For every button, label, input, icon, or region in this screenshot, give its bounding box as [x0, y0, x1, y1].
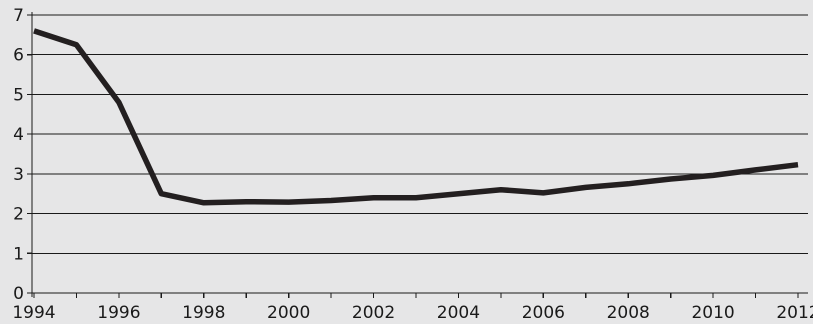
x-axis-ticks: 1994 1996 1998 2000 2002 2004 2006 2008 2010 2012: [12, 293, 813, 323]
y-tick-label-7: 7: [13, 6, 24, 26]
x-tick-label-2004: 2004: [437, 303, 480, 323]
x-tick-label-2002: 2002: [352, 303, 395, 323]
x-tick-label-1994: 1994: [12, 303, 55, 323]
x-tick-label-2012: 2012: [776, 303, 813, 323]
y-tick-label-2: 2: [13, 205, 24, 225]
y-tick-label-4: 4: [13, 125, 24, 145]
y-tick-label-1: 1: [13, 244, 24, 264]
y-tick-label-5: 5: [13, 85, 24, 105]
series-layer: [33, 28, 799, 206]
x-tick-label-1996: 1996: [97, 303, 140, 323]
grid: [32, 14, 808, 254]
x-tick-label-2000: 2000: [267, 303, 310, 323]
x-tick-label-2008: 2008: [607, 303, 650, 323]
y-tick-label-0: 0: [13, 284, 24, 304]
x-tick-label-1998: 1998: [182, 303, 225, 323]
x-tick-label-2006: 2006: [522, 303, 565, 323]
series-line-0: [33, 28, 799, 206]
x-tick-label-2010: 2010: [691, 303, 734, 323]
y-axis-ticks: 0 1 2 3 4 5 6 7: [13, 6, 32, 304]
y-tick-label-6: 6: [13, 46, 24, 66]
y-tick-label-3: 3: [13, 165, 24, 185]
axes: [27, 12, 808, 297]
